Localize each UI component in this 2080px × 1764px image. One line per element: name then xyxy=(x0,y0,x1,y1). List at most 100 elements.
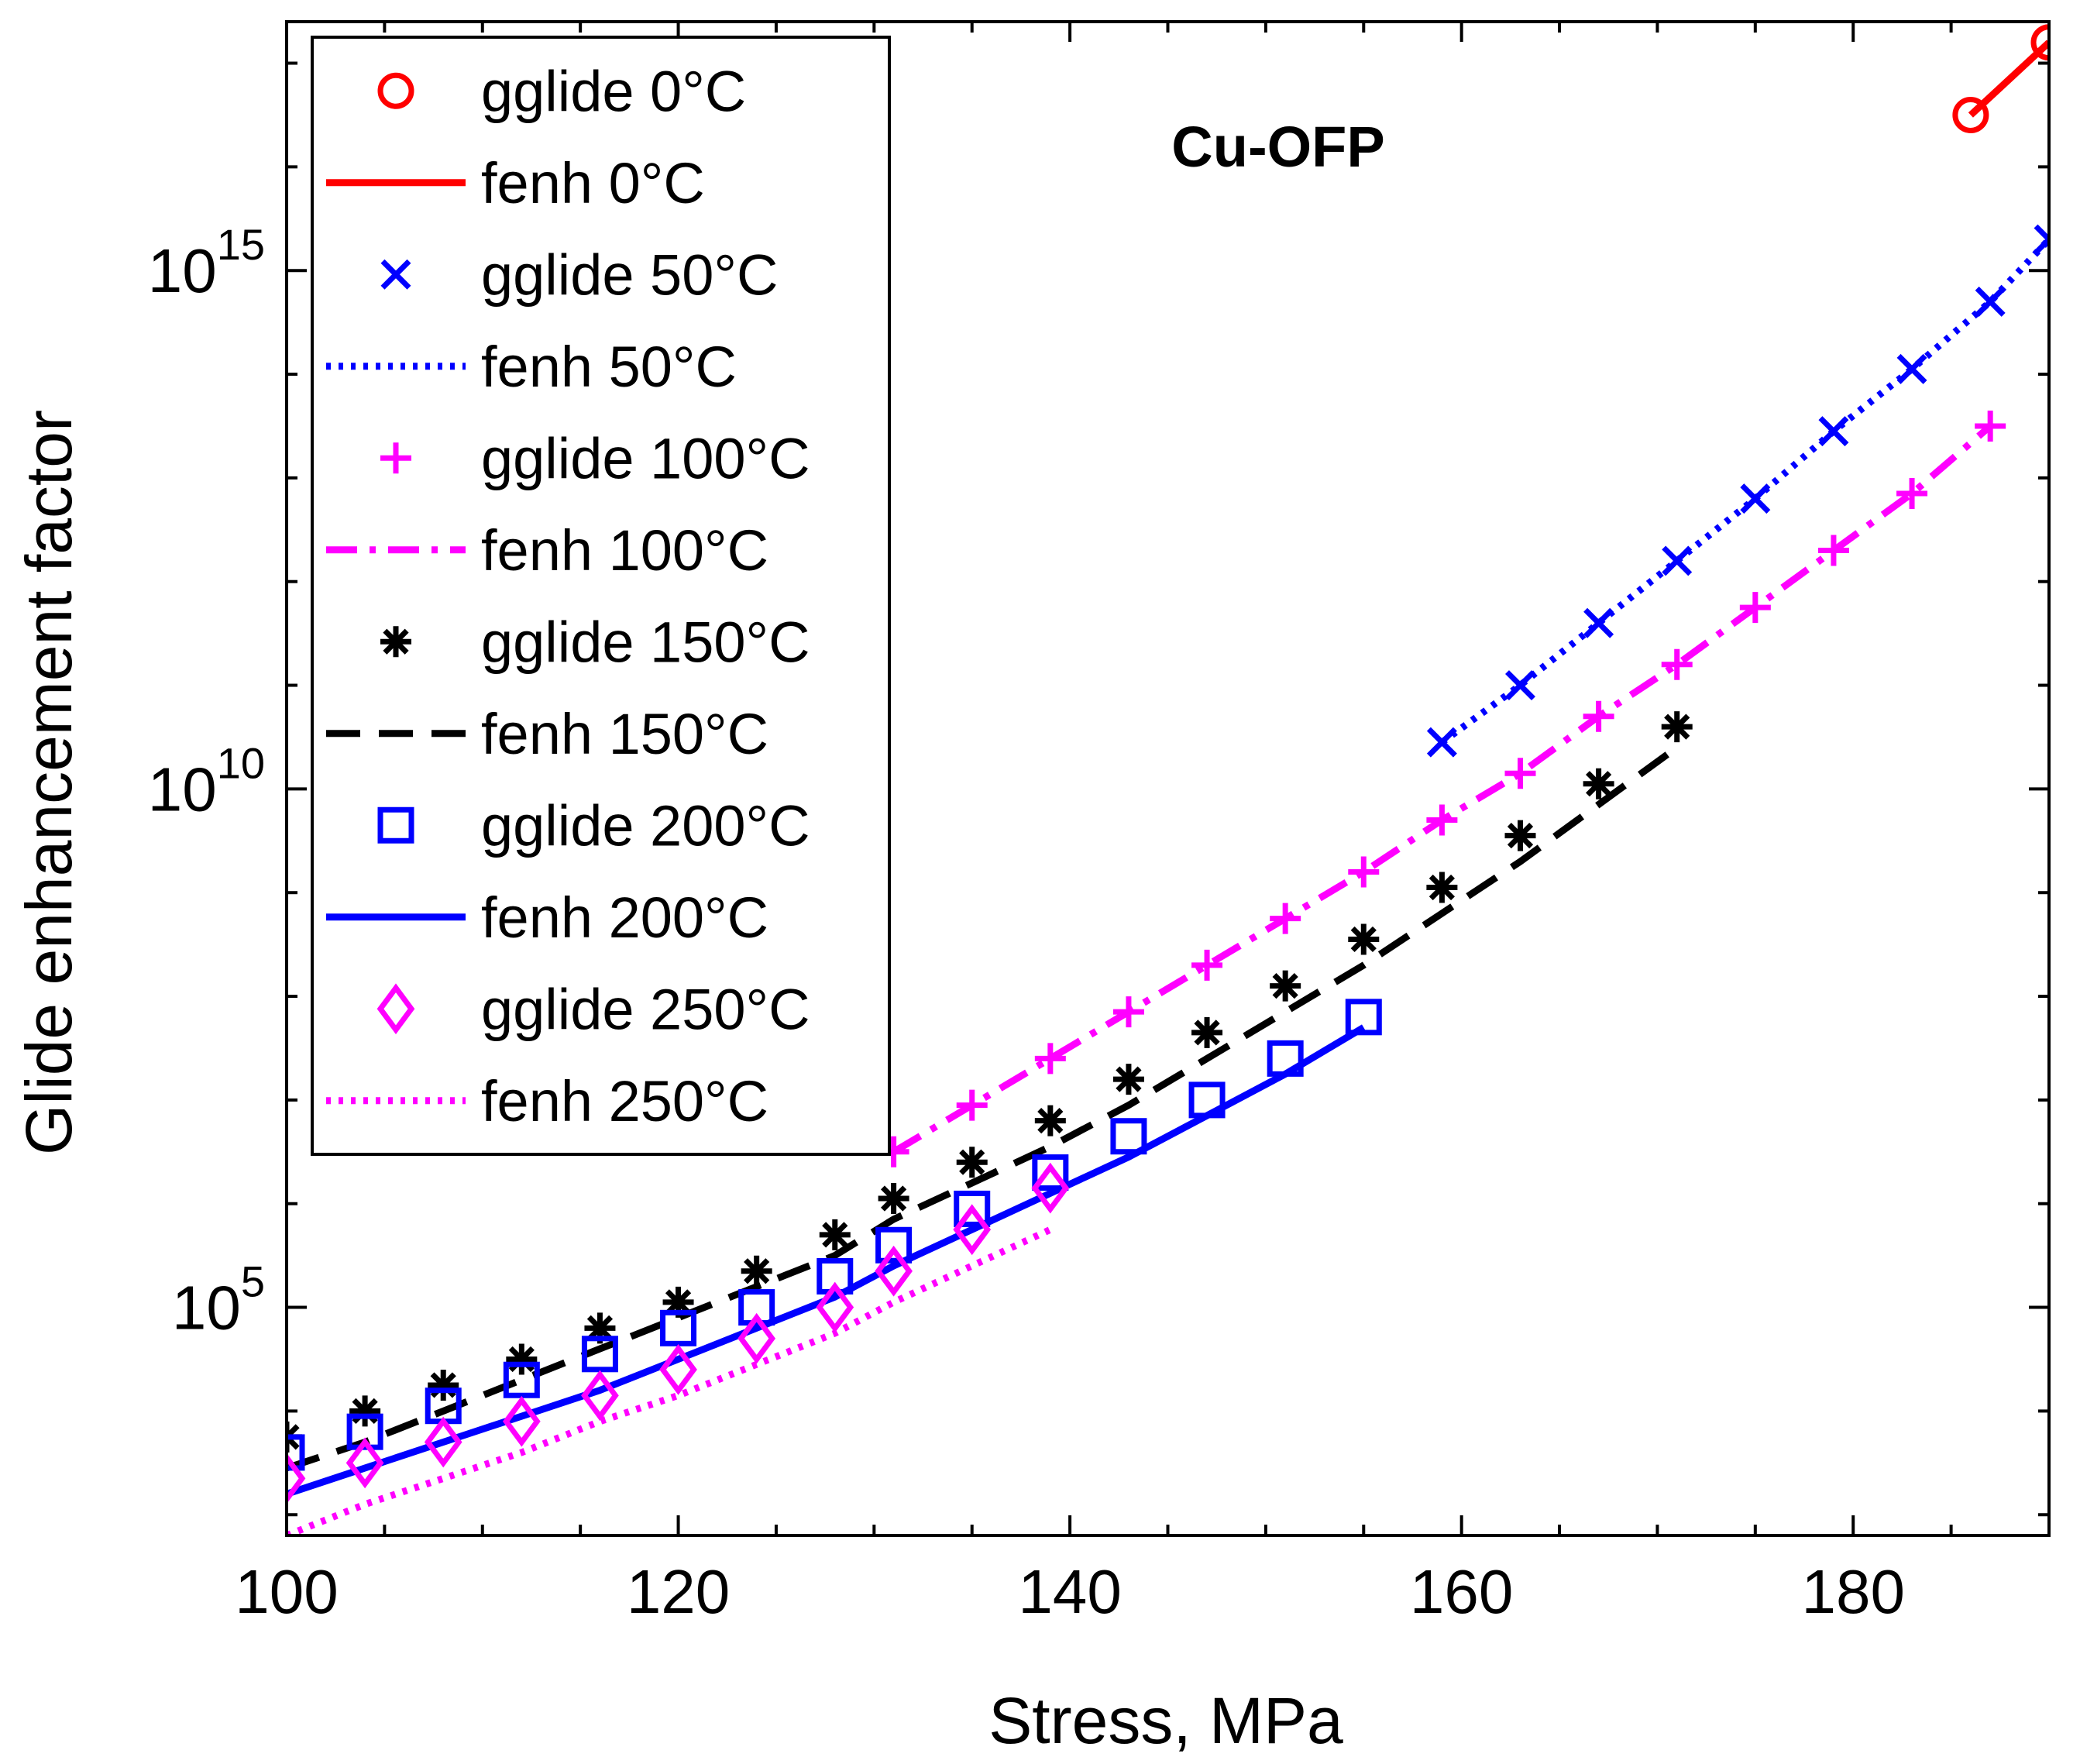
data-point xyxy=(953,1204,992,1256)
x-tick-label: 160 xyxy=(1410,1557,1513,1626)
x-tick-label: 100 xyxy=(235,1557,338,1626)
data-point xyxy=(954,1190,991,1227)
data-point xyxy=(875,1226,913,1264)
data-point xyxy=(1504,758,1536,789)
legend-label-gglide-100-c: gglide 100°C xyxy=(481,426,810,490)
legend-swatch-gglide-0-c xyxy=(377,72,414,109)
data-point xyxy=(1426,872,1458,903)
legend-label-gglide-250-c: gglide 250°C xyxy=(481,977,810,1041)
data-point xyxy=(1110,1118,1147,1155)
data-point xyxy=(816,1281,854,1333)
legend-box xyxy=(311,36,891,1156)
legend-swatch-gglide-200-c xyxy=(377,806,414,844)
legend-swatch-gglide-150-c xyxy=(380,626,411,658)
legend-swatch-gglide-100-c xyxy=(380,442,411,474)
x-tick-label: 140 xyxy=(1018,1557,1121,1626)
data-point xyxy=(737,1312,776,1364)
data-point xyxy=(1032,1154,1069,1191)
data-point xyxy=(1270,903,1301,934)
data-point xyxy=(1191,949,1223,981)
data-point xyxy=(428,1369,459,1401)
data-point xyxy=(346,1413,383,1450)
data-point xyxy=(287,1453,306,1504)
data-point xyxy=(741,1255,772,1287)
data-point xyxy=(1740,483,1771,514)
data-point xyxy=(1952,96,1989,133)
data-point xyxy=(581,1336,618,1373)
data-point xyxy=(1034,1105,1066,1136)
data-point xyxy=(1583,607,1614,638)
data-point xyxy=(287,1434,305,1471)
legend-swatch-gglide-250-c xyxy=(376,983,415,1035)
data-point xyxy=(875,1245,913,1297)
data-point xyxy=(1662,545,1693,576)
data-point xyxy=(1426,727,1457,758)
legend-label-fenh-150-c: fenh 150°C xyxy=(481,702,768,766)
legend-label-gglide-150-c: gglide 150°C xyxy=(481,610,810,674)
tick-labels: 100 120 140 160 180 105 1010 1015 xyxy=(148,220,1905,1626)
legend-label-fenh-200-c: fenh 200°C xyxy=(481,885,768,950)
legend-label-gglide-200-c: gglide 200°C xyxy=(481,793,810,858)
data-point xyxy=(878,1183,909,1215)
legend: gglide 0°C fenh 0°C gglide 50°C fenh 50°C gg… xyxy=(311,36,891,1156)
data-point xyxy=(1112,996,1144,1028)
data-point xyxy=(1031,1162,1070,1214)
data-point xyxy=(2030,24,2049,61)
data-point xyxy=(1896,477,1928,509)
data-point xyxy=(1034,1043,1066,1075)
x-tick-label: 120 xyxy=(627,1557,730,1626)
y-tick-label: 1010 xyxy=(148,738,265,824)
data-point xyxy=(1975,286,2006,317)
data-point xyxy=(819,1219,851,1250)
legend-label-gglide-50-c: gglide 50°C xyxy=(481,242,778,307)
data-point xyxy=(1267,1040,1304,1077)
data-point xyxy=(502,1395,541,1447)
data-point xyxy=(581,1370,619,1422)
x-tick-label: 180 xyxy=(1801,1557,1904,1626)
chart-title: Cu-OFP xyxy=(1171,115,1384,179)
series-line-fenh-250-c xyxy=(287,1226,1052,1535)
data-point xyxy=(2034,224,2049,255)
data-point xyxy=(349,1395,381,1427)
data-point xyxy=(506,1343,538,1375)
axes xyxy=(285,20,2051,1537)
legend-label-fenh-0-c: fenh 0°C xyxy=(481,151,705,215)
data-point xyxy=(1583,700,1614,732)
legend-swatch-gglide-50-c xyxy=(380,259,411,290)
data-point xyxy=(1426,804,1458,836)
legend-label-gglide-0-c: gglide 0°C xyxy=(481,59,746,123)
data-point xyxy=(738,1289,775,1326)
data-point xyxy=(660,1309,697,1346)
data-point xyxy=(1583,768,1614,799)
data-point xyxy=(1188,1081,1226,1119)
data-point xyxy=(1661,648,1693,680)
data-point xyxy=(956,1089,988,1121)
data-point xyxy=(346,1437,384,1489)
y-tick-label: 105 xyxy=(172,1257,265,1343)
y-axis-label: Glide enhancement factor xyxy=(12,410,85,1155)
data-point xyxy=(817,1257,854,1295)
legend-label-fenh-50-c: fenh 50°C xyxy=(481,335,737,399)
x-axis-label: Stress, MPa xyxy=(988,1684,1343,1757)
data-point xyxy=(1896,353,1927,384)
data-point xyxy=(1191,1016,1223,1048)
data-point xyxy=(1348,856,1380,888)
data-point xyxy=(1505,670,1535,701)
data-point xyxy=(1504,820,1536,851)
data-point xyxy=(659,1343,697,1395)
data-point xyxy=(1818,416,1849,447)
data-point xyxy=(1345,999,1382,1036)
data-point xyxy=(1975,410,2006,442)
series-line-fenh-200-c xyxy=(287,1024,1366,1498)
data-point xyxy=(1661,711,1693,743)
data-point xyxy=(1817,535,1849,566)
data-point xyxy=(503,1361,540,1398)
legend-label-fenh-250-c: fenh 250°C xyxy=(481,1069,768,1133)
data-point xyxy=(1348,923,1380,955)
series-line-fenh-150-c xyxy=(287,744,1679,1472)
data-point xyxy=(424,1416,462,1468)
data-point xyxy=(956,1147,988,1178)
legend-label-fenh-100-c: fenh 100°C xyxy=(481,518,768,583)
data-point xyxy=(1112,1064,1144,1095)
